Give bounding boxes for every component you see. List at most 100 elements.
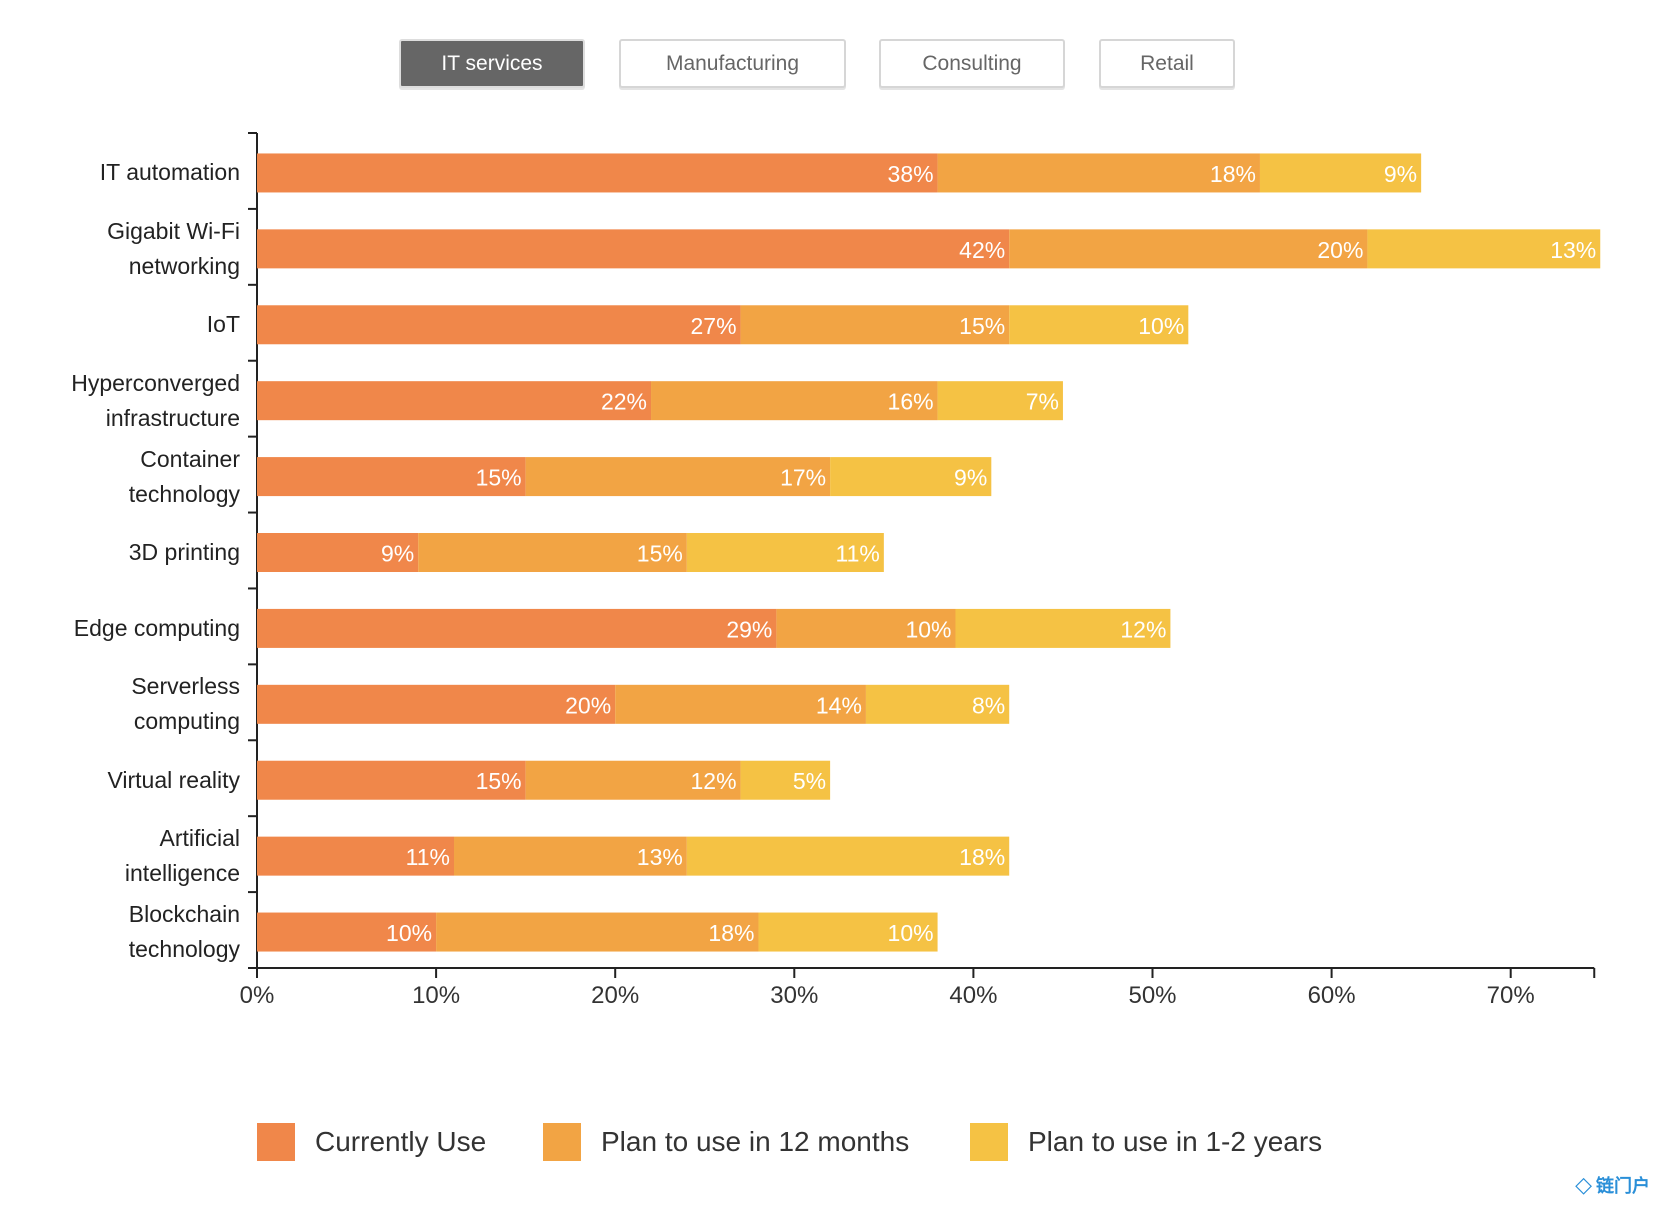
bar-segment (257, 760, 526, 800)
bar-value-label: 12% (1120, 616, 1166, 642)
category-label: Blockchain technology (128, 901, 240, 963)
legend-swatch (543, 1123, 581, 1161)
x-tick-label: 70% (1487, 982, 1535, 1009)
bar-segment (257, 684, 616, 724)
bar-segment (257, 608, 777, 648)
bar-segment (436, 912, 759, 952)
bar-value-label: 16% (888, 389, 934, 415)
legend-plan-12-months[interactable]: Plan to use in 12 months (543, 1123, 909, 1161)
bar-segment (525, 457, 831, 497)
diamond-logo-icon: ◇ (1575, 1172, 1592, 1197)
watermark-text: 链门户 (1596, 1176, 1650, 1196)
bar-segment (257, 836, 455, 876)
bar-segment (1259, 153, 1422, 193)
bar-segment (525, 760, 741, 800)
bar-value-label: 9% (954, 465, 987, 491)
bar-segment (257, 381, 652, 421)
bar-value-label: 20% (1317, 237, 1363, 263)
bar-segment (937, 381, 1063, 421)
bar-value-label: 18% (708, 920, 754, 946)
tab-retail[interactable]: Retail (1099, 39, 1235, 88)
bar-segment (257, 153, 938, 193)
bar-value-label: 15% (476, 768, 522, 794)
category-label: Container technology (128, 445, 240, 507)
bar-value-label: 10% (888, 920, 934, 946)
bar-segment (615, 684, 866, 724)
bar-segment (257, 457, 526, 497)
bar-segment (257, 912, 437, 952)
bar-segment (686, 836, 1010, 876)
bar-segment (740, 305, 1010, 345)
category-label: Virtual reality (107, 766, 240, 793)
bar-value-label: 29% (726, 616, 772, 642)
bar-value-label: 11% (406, 844, 450, 870)
bar-value-label: 9% (1384, 161, 1417, 187)
legend-label: Plan to use in 12 months (601, 1126, 910, 1157)
bar-value-label: 15% (959, 313, 1005, 339)
bar-value-label: 20% (565, 692, 611, 718)
bar-value-label: 15% (637, 541, 683, 567)
x-tick-label: 40% (949, 982, 997, 1009)
x-tick-label: 20% (591, 982, 639, 1009)
bar-value-label: 7% (1026, 389, 1059, 415)
legend-label: Currently Use (315, 1126, 487, 1157)
bar-segment (651, 381, 938, 421)
bar-segment (865, 684, 1010, 724)
bar-segment (686, 533, 884, 572)
bar-segment (830, 457, 992, 497)
x-tick-label: 30% (770, 982, 818, 1009)
bar-segment (776, 608, 956, 648)
category-label: Artificial intelligence (124, 825, 240, 887)
bar-value-label: 18% (959, 844, 1005, 870)
bar-segment (1367, 229, 1601, 269)
bar-segment (955, 608, 1171, 648)
x-tick-label: 50% (1128, 982, 1176, 1009)
category-label: Edge computing (73, 614, 240, 641)
bar-value-label: 27% (691, 313, 737, 339)
bar-value-label: 18% (1210, 161, 1256, 187)
bar-value-label: 5% (793, 768, 826, 794)
legend-currently-use[interactable]: Currently Use (257, 1123, 486, 1161)
category-label: 3D printing (128, 539, 240, 565)
bar-value-label: 10% (905, 616, 951, 642)
bar-value-label: 13% (637, 844, 683, 870)
bar-segment (1009, 229, 1368, 269)
bar-value-label: 11% (836, 541, 880, 567)
bar-segment (740, 760, 831, 800)
x-tick-label: 60% (1308, 982, 1356, 1009)
x-tick-label: 0% (240, 982, 275, 1009)
bar-value-label: 17% (780, 465, 826, 491)
category-label: IT automation (99, 159, 240, 186)
bar-segment (1009, 305, 1189, 345)
bar-value-label: 10% (1138, 313, 1184, 339)
tab-consulting[interactable]: Consulting (879, 39, 1065, 88)
bar-value-label: 15% (476, 465, 522, 491)
watermark-logo: ◇ 链门户 (1575, 1172, 1650, 1198)
bar-segment (257, 229, 1010, 269)
bar-value-label: 42% (959, 237, 1005, 263)
bar-value-label: 9% (381, 541, 414, 567)
bar-value-label: 14% (816, 692, 862, 718)
tab-it-services[interactable]: IT services (399, 39, 585, 88)
legend-swatch (257, 1123, 295, 1161)
bar-value-label: 10% (386, 920, 432, 946)
bar-segment (418, 533, 687, 572)
x-tick-label: 10% (412, 982, 460, 1009)
legend-plan-1-2-years[interactable]: Plan to use in 1-2 years (970, 1123, 1322, 1161)
bar-segment (454, 836, 687, 876)
bar-value-label: 38% (888, 161, 934, 187)
bar-value-label: 22% (601, 389, 647, 415)
category-label: Serverless computing (131, 673, 240, 735)
bar-segment (758, 912, 938, 952)
bar-value-label: 8% (972, 692, 1005, 718)
bar-value-label: 12% (691, 768, 737, 794)
legend-label: Plan to use in 1-2 years (1028, 1126, 1323, 1157)
legend-swatch (970, 1123, 1008, 1161)
bar-segment (257, 305, 741, 345)
category-label: IoT (206, 311, 240, 338)
bar-value-label: 13% (1550, 237, 1596, 263)
tab-manufacturing[interactable]: Manufacturing (619, 39, 846, 88)
bar-segment (937, 153, 1260, 193)
category-label: Gigabit Wi-Fi networking (107, 217, 240, 279)
